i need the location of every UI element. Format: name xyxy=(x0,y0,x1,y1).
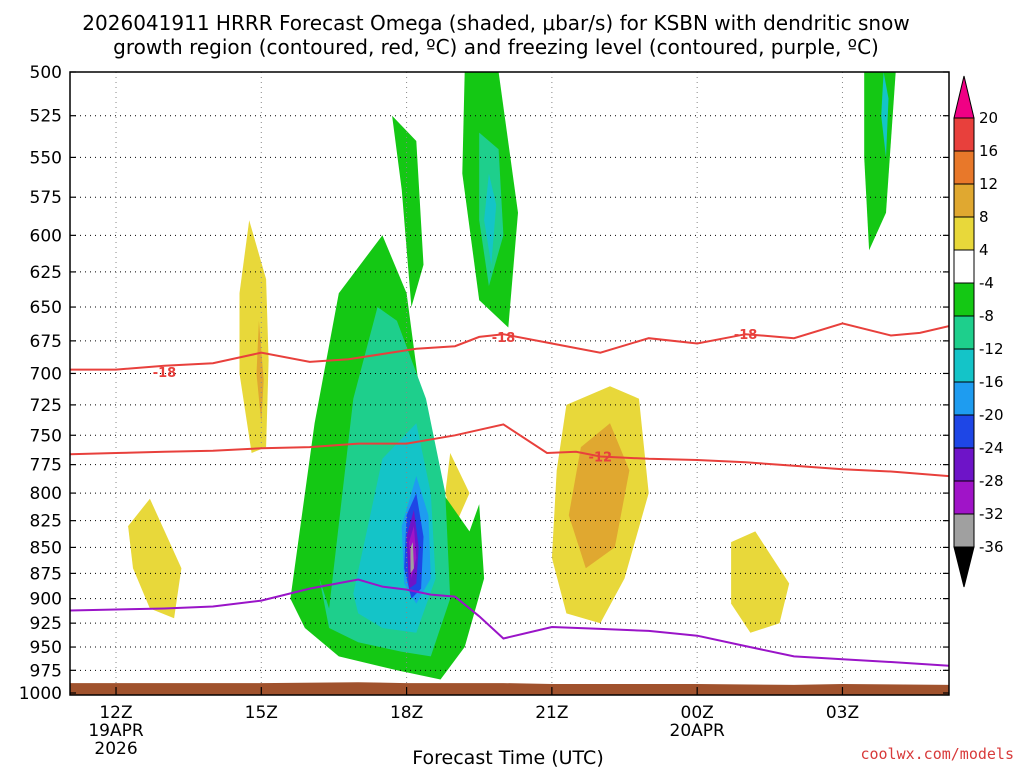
colorbar-swatch xyxy=(953,381,975,416)
colorbar-label: -8 xyxy=(979,307,994,325)
y-tick-label: 925 xyxy=(30,614,62,634)
colorbar: 20 16 12 8 4 -4 -8 -12 -16 -20 -24 -28 -32 -36 xyxy=(953,75,1004,588)
colorbar-swatch xyxy=(953,216,975,251)
y-tick-label: 900 xyxy=(30,590,62,610)
omega-region-7 xyxy=(128,498,182,619)
colorbar-label: -20 xyxy=(979,406,1004,424)
x-tick-label: 21Z xyxy=(535,703,568,723)
omega-region-2 xyxy=(445,72,949,671)
y-tick-label: 675 xyxy=(30,332,62,352)
colorbar-swatch xyxy=(953,480,975,515)
colorbar-label: 8 xyxy=(979,208,989,226)
omega-region-16 xyxy=(864,72,896,251)
y-tick-label: 625 xyxy=(30,263,62,283)
colorbar-label: -4 xyxy=(979,274,994,292)
omega-region-11 xyxy=(256,320,264,424)
y-tick-label: 775 xyxy=(30,456,62,476)
omega-region-20 xyxy=(484,173,497,265)
y-tick-label: 550 xyxy=(30,148,62,168)
contour-label: -18 xyxy=(492,331,516,346)
colorbar-label: -12 xyxy=(979,340,1004,358)
x-tick-date-label: 20APR xyxy=(670,721,726,741)
colorbar-label: -32 xyxy=(979,505,1004,523)
y-tick-label: 650 xyxy=(30,298,62,318)
y-tick-label: 525 xyxy=(30,107,62,127)
chart-title-line-1: 2026041911 HRRR Forecast Omega (shaded, … xyxy=(82,11,909,35)
colorbar-swatch xyxy=(953,447,975,482)
terrain-fill xyxy=(70,682,949,695)
colorbar-swatch xyxy=(953,150,975,185)
x-tick-date-label: 19APR xyxy=(88,721,144,741)
y-tick-label: 800 xyxy=(30,484,62,504)
contour-label: -12 xyxy=(589,451,613,466)
contour-labels-layer: -18 -18 -18 -12 xyxy=(153,328,758,466)
colorbar-swatch xyxy=(953,282,975,317)
colorbar-label: 4 xyxy=(979,241,989,259)
colorbar-swatch xyxy=(953,414,975,449)
contour-freezing_0 xyxy=(70,578,949,667)
terrain-layer xyxy=(70,682,949,695)
x-tick-label: 12Z xyxy=(99,703,132,723)
contour-dgz_-18 xyxy=(70,322,949,371)
omega-region-1 xyxy=(280,72,494,265)
colorbar-label: 12 xyxy=(979,175,998,193)
chart-title-line-2: growth region (contoured, red, ºC) and f… xyxy=(113,35,879,59)
y-tick-label: 725 xyxy=(30,396,62,416)
omega-shading-layer xyxy=(70,72,949,680)
omega-region-10 xyxy=(731,531,790,633)
y-tick-label: 825 xyxy=(30,512,62,532)
contour-label: -18 xyxy=(153,366,177,381)
y-tick-label: 600 xyxy=(30,226,62,246)
y-tick-label: 500 xyxy=(30,63,62,83)
pressure-axis: 500 525 550 575 600 625 650 675 700 725 750 775 800 8… xyxy=(19,63,949,704)
omega-region-5 xyxy=(934,367,949,516)
x-tick-label: 00Z xyxy=(681,703,714,723)
omega-region-12 xyxy=(568,423,630,569)
colorbar-swatch xyxy=(953,183,975,218)
omega-region-14 xyxy=(392,115,424,308)
y-tick-label: 950 xyxy=(30,638,62,658)
omega-region-0 xyxy=(70,72,291,647)
colorbar-swatch xyxy=(953,117,975,152)
credit-text: coolwx.com/models xyxy=(860,745,1014,763)
omega-region-26 xyxy=(410,542,414,574)
x-tick-year-label: 2026 xyxy=(94,739,137,759)
colorbar-swatch xyxy=(953,513,975,548)
contour-lines-layer xyxy=(70,322,949,667)
x-tick-label: 03Z xyxy=(826,703,859,723)
x-tick-label: 15Z xyxy=(245,703,278,723)
colorbar-label: -28 xyxy=(979,472,1004,490)
colorbar-over-arrow xyxy=(953,75,975,119)
y-tick-label: 750 xyxy=(30,426,62,446)
x-tick-label: 18Z xyxy=(390,703,423,723)
colorbar-label: -16 xyxy=(979,373,1004,391)
colorbar-swatch xyxy=(953,315,975,350)
colorbar-label: -24 xyxy=(979,439,1004,457)
colorbar-label: -36 xyxy=(979,538,1004,556)
y-tick-label: 975 xyxy=(30,661,62,681)
grid-lines xyxy=(70,72,949,693)
plot-frame xyxy=(69,71,950,696)
y-tick-label: 850 xyxy=(30,538,62,558)
colorbar-label: 20 xyxy=(979,109,998,127)
y-tick-label: 875 xyxy=(30,564,62,584)
omega-region-3 xyxy=(907,583,932,657)
x-axis-title: Forecast Time (UTC) xyxy=(412,747,603,768)
contour-dgz_-12 xyxy=(70,423,949,478)
y-tick-label: 1000 xyxy=(19,684,62,704)
omega-region-21 xyxy=(881,72,889,158)
colorbar-swatch xyxy=(953,249,975,284)
colorbar-swatch xyxy=(953,348,975,383)
colorbar-label: 16 xyxy=(979,142,998,160)
contour-label: -18 xyxy=(734,328,758,343)
omega-region-4 xyxy=(830,392,853,457)
y-tick-label: 575 xyxy=(30,188,62,208)
colorbar-under-arrow xyxy=(953,546,975,588)
y-tick-label: 700 xyxy=(30,364,62,384)
